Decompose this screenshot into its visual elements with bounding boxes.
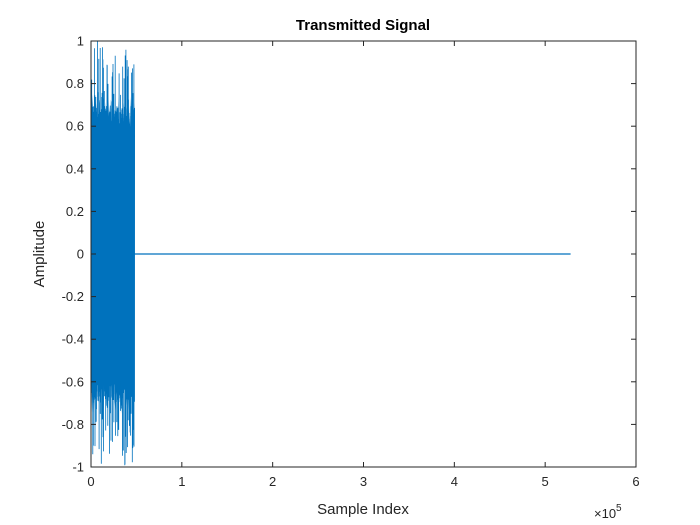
y-tick-label: 0.6 bbox=[66, 119, 84, 134]
x-tick-label: 0 bbox=[87, 474, 94, 489]
y-tick-label: -0.2 bbox=[62, 289, 84, 304]
x-tick-label: 4 bbox=[451, 474, 458, 489]
y-tick-label: -0.8 bbox=[62, 417, 84, 432]
y-tick-label: -0.4 bbox=[62, 332, 84, 347]
y-tick-label: 0 bbox=[77, 247, 84, 262]
x-exponent-label: ×10 bbox=[594, 506, 616, 521]
x-tick-label: 3 bbox=[360, 474, 367, 489]
signal-series bbox=[90, 41, 571, 466]
chart-title: Transmitted Signal bbox=[296, 17, 430, 34]
y-tick-label: -1 bbox=[72, 460, 84, 475]
y-tick-label: 0.8 bbox=[66, 76, 84, 91]
y-tick-label: -0.6 bbox=[62, 374, 84, 389]
y-tick-label: 0.4 bbox=[66, 161, 84, 176]
x-axis-label: Sample Index bbox=[317, 501, 409, 518]
y-axis-ticks: -1 -0.8 -0.6 -0.4 -0.2 0 0.2 0.4 0.6 0.8 1 bbox=[62, 34, 636, 475]
x-tick-label: 2 bbox=[269, 474, 276, 489]
x-tick-label: 1 bbox=[178, 474, 185, 489]
y-tick-label: 0.2 bbox=[66, 204, 84, 219]
x-exponent: ×10 5 bbox=[594, 503, 622, 521]
x-tick-label: 6 bbox=[632, 474, 639, 489]
x-exponent-power: 5 bbox=[616, 503, 622, 514]
signal-burst bbox=[90, 41, 135, 466]
y-axis-label: Amplitude bbox=[31, 221, 48, 288]
x-tick-label: 5 bbox=[542, 474, 549, 489]
x-axis-ticks: 0 1 2 3 4 5 6 bbox=[87, 41, 640, 489]
y-tick-label: 1 bbox=[77, 34, 84, 49]
